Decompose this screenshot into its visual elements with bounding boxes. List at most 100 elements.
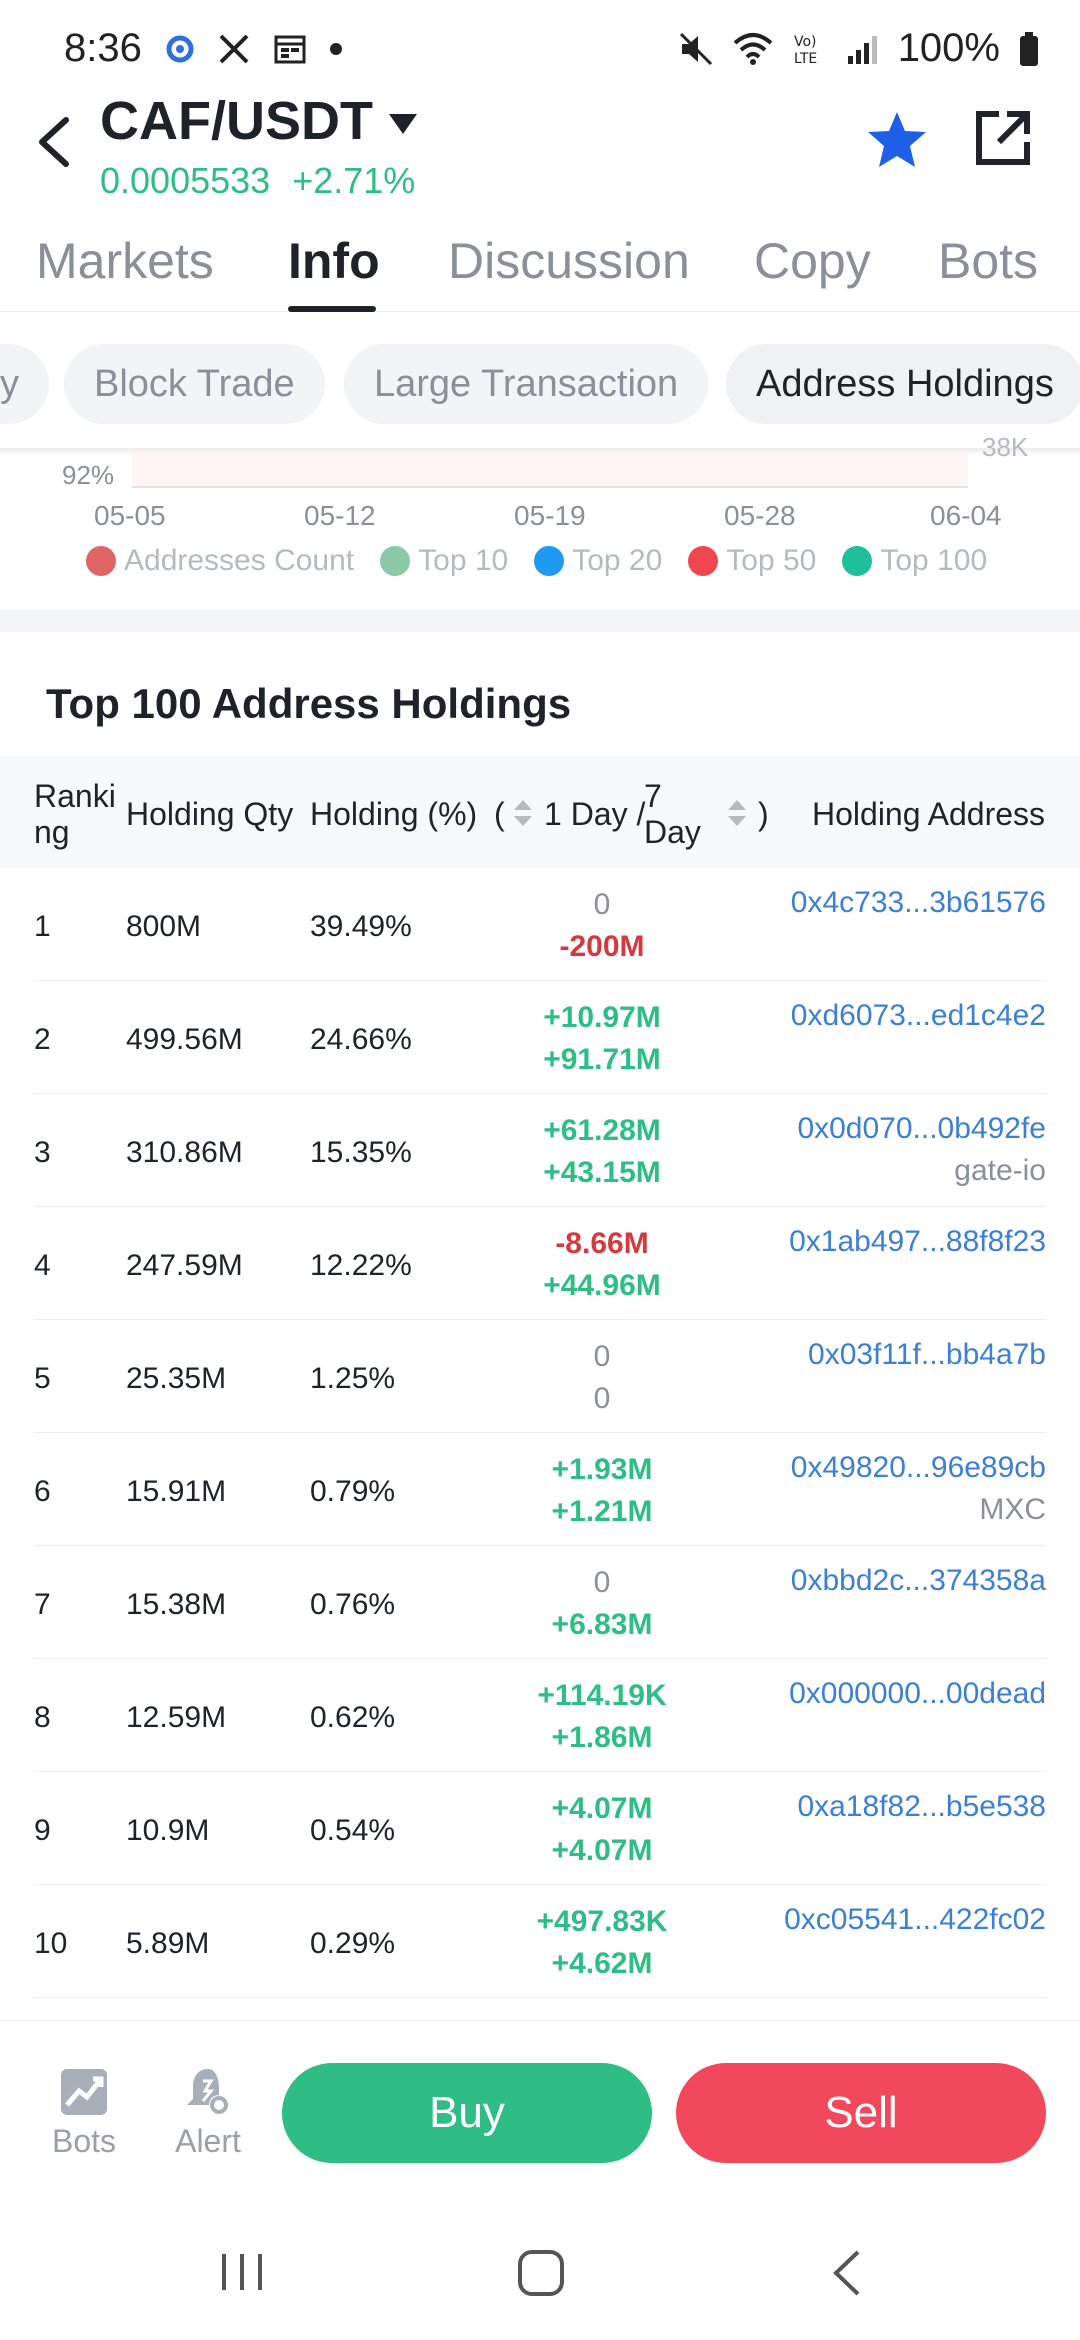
- home-icon[interactable]: [516, 2248, 566, 2298]
- cell-rank: 9: [34, 1814, 51, 1847]
- address-link[interactable]: 0xc05541...422fc02: [784, 1903, 1046, 1936]
- legend-item[interactable]: Top 20: [534, 544, 662, 578]
- table-row[interactable]: 9 10.9M 0.54% +4.07M +4.07M 0xa18f82...b5e538: [34, 1772, 1046, 1885]
- cell-pct: 1.25%: [310, 1362, 396, 1395]
- cell-pct: 0.29%: [310, 1927, 396, 1960]
- cell-address: 0xd6073...ed1c4e2: [791, 995, 1046, 1037]
- table-row[interactable]: 6 15.91M 0.79% +1.93M +1.21M 0x49820...96e89c…: [34, 1433, 1046, 1546]
- header-ranking: Ranki ng: [34, 778, 116, 850]
- tab-info[interactable]: Info: [288, 233, 380, 289]
- address-link[interactable]: 0x1ab497...88f8f23: [789, 1225, 1046, 1258]
- cell-pct: 0.54%: [310, 1814, 396, 1847]
- tab-markets[interactable]: Markets: [36, 233, 214, 289]
- chip-large-transaction[interactable]: Large Transaction: [344, 344, 709, 424]
- cell-qty: 800M: [126, 910, 202, 943]
- wifi-icon: [733, 32, 773, 65]
- header-1day[interactable]: 1 Day /: [544, 796, 646, 832]
- calendar-icon: [274, 35, 306, 64]
- chart-y-label-left: 92%: [62, 460, 115, 490]
- bots-button[interactable]: Bots: [34, 2065, 134, 2160]
- pair-selector[interactable]: CAF/USDT: [100, 90, 417, 152]
- svg-text:LTE: LTE: [794, 51, 817, 67]
- legend-label: Top 10: [418, 544, 509, 577]
- cell-change: 0 +6.83M: [512, 1562, 692, 1646]
- sell-button[interactable]: Sell: [676, 2063, 1046, 2163]
- section-divider: [0, 610, 1080, 632]
- status-system-icons: Vo) LTE 100%: [678, 26, 1040, 71]
- change-1day: 0: [593, 1340, 611, 1373]
- table-header: Ranki ng Holding Qty Holding (%) ( 1 Day…: [0, 756, 1080, 868]
- table-row[interactable]: 2 499.56M 24.66% +10.97M +91.71M 0xd6073...ed…: [34, 981, 1046, 1094]
- table-row[interactable]: 10 5.89M 0.29% +497.83K +4.62M 0xc05541...422…: [34, 1885, 1046, 1998]
- chip-address-holdings[interactable]: Address Holdings: [726, 344, 1080, 424]
- header-address: Holding Address: [812, 796, 1046, 832]
- cell-change: +10.97M +91.71M: [512, 997, 692, 1081]
- chart-plot-area: [132, 452, 968, 488]
- sort-1day-icon[interactable]: [512, 798, 534, 828]
- recent-apps-icon[interactable]: [216, 2248, 268, 2296]
- address-link[interactable]: 0xbbd2c...374358a: [790, 1564, 1046, 1597]
- x-tick: 05-28: [724, 500, 796, 531]
- battery-percent: 100%: [897, 26, 1000, 70]
- chip-partial[interactable]: y: [0, 344, 49, 424]
- cell-pct: 0.79%: [310, 1475, 396, 1508]
- address-link[interactable]: 0x0d070...0b492fe: [797, 1112, 1046, 1145]
- header-paren-close: ): [758, 796, 769, 832]
- address-link[interactable]: 0xa18f82...b5e538: [797, 1790, 1046, 1823]
- address-link[interactable]: 0x49820...96e89cb: [790, 1451, 1046, 1484]
- status-notification-icons: [165, 32, 343, 66]
- cell-rank: 7: [34, 1588, 51, 1621]
- section-title: Top 100 Address Holdings: [46, 680, 572, 727]
- legend-label: Top 100: [880, 544, 988, 577]
- tab-bots[interactable]: Bots: [938, 233, 1039, 289]
- legend-item[interactable]: Top 100: [842, 544, 987, 578]
- table-row[interactable]: 7 15.38M 0.76% 0 +6.83M 0xbbd2c...374358a: [34, 1546, 1046, 1659]
- tab-discussion[interactable]: Discussion: [448, 233, 690, 289]
- address-link[interactable]: 0x000000...00dead: [789, 1677, 1046, 1710]
- cell-change: -8.66M +44.96M: [512, 1223, 692, 1307]
- cell-qty: 25.35M: [126, 1362, 227, 1395]
- system-nav-bar: [0, 2200, 1080, 2340]
- change-1day: 0: [593, 888, 611, 921]
- cell-rank: 1: [34, 910, 51, 943]
- change-1day: +497.83K: [536, 1905, 668, 1938]
- back-button[interactable]: [28, 110, 84, 174]
- legend-item[interactable]: Top 10: [380, 544, 508, 578]
- address-link[interactable]: 0x03f11f...bb4a7b: [808, 1338, 1046, 1371]
- sort-7day-icon[interactable]: [726, 798, 748, 828]
- table-row[interactable]: 5 25.35M 1.25% 0 0 0x03f11f...bb4a7b: [34, 1320, 1046, 1433]
- legend-item[interactable]: Addresses Count: [86, 544, 354, 578]
- favorite-button[interactable]: [865, 108, 929, 172]
- chip-block-trade[interactable]: Block Trade: [64, 344, 325, 424]
- tab-copy[interactable]: Copy: [754, 233, 871, 289]
- share-button[interactable]: [973, 108, 1033, 168]
- x-tick: 05-19: [514, 500, 586, 531]
- share-external-icon: [976, 111, 1030, 165]
- address-link[interactable]: 0x4c733...3b61576: [790, 886, 1046, 919]
- header-7day[interactable]: 7 Day: [644, 778, 701, 850]
- table-row[interactable]: 4 247.59M 12.22% -8.66M +44.96M 0x1ab497...88…: [34, 1207, 1046, 1320]
- chart-legend: Addresses Count Top 10 Top 20 Top 50 Top…: [86, 544, 987, 578]
- table-row[interactable]: 1 800M 39.49% 0 -200M 0x4c733...3b61576: [34, 868, 1046, 981]
- buy-button[interactable]: Buy: [282, 2063, 652, 2163]
- address-link[interactable]: 0xd6073...ed1c4e2: [790, 999, 1046, 1032]
- legend-item[interactable]: Top 50: [688, 544, 816, 578]
- cell-pct: 15.35%: [310, 1136, 412, 1169]
- cell-pct: 12.22%: [310, 1249, 412, 1282]
- legend-dot: [380, 546, 411, 576]
- table-row[interactable]: 8 12.59M 0.62% +114.19K +1.86M 0x000000...00d…: [34, 1659, 1046, 1772]
- legend-dot: [534, 546, 565, 576]
- main-tabs: Markets Info Discussion Copy Bots: [0, 222, 1080, 312]
- x-icon: [219, 34, 249, 64]
- change-1day: +61.28M: [543, 1114, 661, 1147]
- table-row[interactable]: 3 310.86M 15.35% +61.28M +43.15M 0x0d070...0b…: [34, 1094, 1046, 1207]
- legend-dot: [842, 546, 873, 576]
- holdings-chart: 92% 38K 05-05 05-12 05-19 05-28 06-04 Ad…: [0, 432, 1080, 612]
- alert-label: Alert: [175, 2123, 241, 2159]
- change-1day: +4.07M: [551, 1792, 653, 1825]
- cell-qty: 5.89M: [126, 1927, 210, 1960]
- back-nav-icon[interactable]: [826, 2248, 866, 2298]
- mute-icon: [679, 32, 712, 65]
- alert-button[interactable]: Alert: [158, 2065, 258, 2160]
